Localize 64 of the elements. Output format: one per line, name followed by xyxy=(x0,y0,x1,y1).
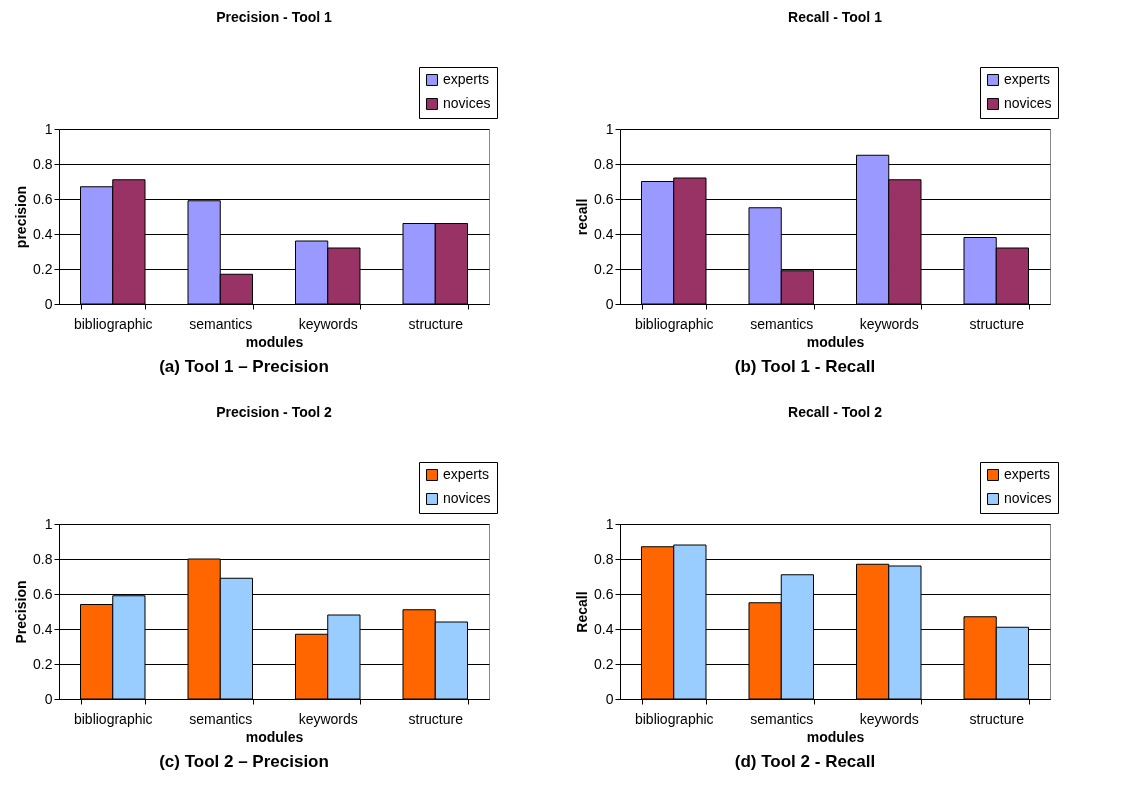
y-tick-label: 0.4 xyxy=(594,225,614,242)
y-tick-label: 0.4 xyxy=(33,620,53,637)
x-tick-label: semantics xyxy=(750,315,814,332)
chart-title: Recall - Tool 1 xyxy=(788,8,883,25)
y-tick-label: 1 xyxy=(605,120,614,137)
x-tick-label: bibliographic xyxy=(634,710,714,727)
y-tick-label: 1 xyxy=(44,515,53,532)
y-axis-title: recall xyxy=(574,198,591,236)
y-tick-label: 0.8 xyxy=(594,550,614,567)
x-tick-label: keywords xyxy=(859,315,919,332)
y-axis-title: Recall xyxy=(574,591,591,633)
legend-label: experts xyxy=(1004,466,1050,482)
text: (a) Tool 1 – Precision xyxy=(159,357,329,376)
y-axis-title: precision xyxy=(13,185,30,249)
x-tick-label: semantics xyxy=(189,710,253,727)
x-axis-title: modules xyxy=(245,333,304,350)
legend-label: experts xyxy=(443,466,489,482)
legend-label: experts xyxy=(443,71,489,87)
legend-label: experts xyxy=(1004,71,1050,87)
y-tick-label: 0.2 xyxy=(594,655,614,672)
legend-label: novices xyxy=(1004,95,1052,111)
legend-label: novices xyxy=(443,490,491,506)
x-axis-title: modules xyxy=(245,728,304,745)
x-tick-label: keywords xyxy=(859,710,919,727)
text: (d) Tool 2 - Recall xyxy=(734,752,876,771)
y-tick-label: 0.4 xyxy=(33,225,53,242)
text: (c) Tool 2 – Precision xyxy=(159,752,329,771)
y-tick-label: 0.6 xyxy=(33,585,53,602)
y-tick-label: 0 xyxy=(44,690,53,707)
x-tick-label: structure xyxy=(969,710,1025,727)
y-tick-label: 0.2 xyxy=(33,655,53,672)
legend-label: novices xyxy=(443,95,491,111)
y-tick-label: 0.2 xyxy=(594,260,614,277)
x-tick-label: keywords xyxy=(298,315,358,332)
x-tick-label: bibliographic xyxy=(73,315,153,332)
x-tick-label: structure xyxy=(408,710,464,727)
y-tick-label: 0 xyxy=(44,295,53,312)
legend-label: novices xyxy=(1004,490,1052,506)
y-tick-label: 0.6 xyxy=(594,190,614,207)
x-tick-label: bibliographic xyxy=(73,710,153,727)
y-tick-label: 0.8 xyxy=(33,155,53,172)
y-tick-label: 1 xyxy=(605,515,614,532)
y-tick-label: 0 xyxy=(605,690,614,707)
y-tick-label: 0.4 xyxy=(594,620,614,637)
y-tick-label: 0.6 xyxy=(594,585,614,602)
x-tick-label: bibliographic xyxy=(634,315,714,332)
y-tick-label: 0.8 xyxy=(594,155,614,172)
y-tick-label: 0.8 xyxy=(33,550,53,567)
y-tick-label: 0.2 xyxy=(33,260,53,277)
text: (b) Tool 1 - Recall xyxy=(734,357,876,376)
x-tick-label: keywords xyxy=(298,710,358,727)
chart-title: Recall - Tool 2 xyxy=(788,403,883,420)
x-axis-title: modules xyxy=(806,333,865,350)
y-tick-label: 0 xyxy=(605,295,614,312)
chart-title: Precision - Tool 2 xyxy=(216,403,333,420)
x-tick-label: structure xyxy=(969,315,1025,332)
x-tick-label: semantics xyxy=(750,710,814,727)
x-tick-label: semantics xyxy=(189,315,253,332)
chart-title: Precision - Tool 1 xyxy=(216,8,333,25)
x-axis-title: modules xyxy=(806,728,865,745)
y-axis-title: Precision xyxy=(13,580,30,644)
y-tick-label: 0.6 xyxy=(33,190,53,207)
x-tick-label: structure xyxy=(408,315,464,332)
y-tick-label: 1 xyxy=(44,120,53,137)
